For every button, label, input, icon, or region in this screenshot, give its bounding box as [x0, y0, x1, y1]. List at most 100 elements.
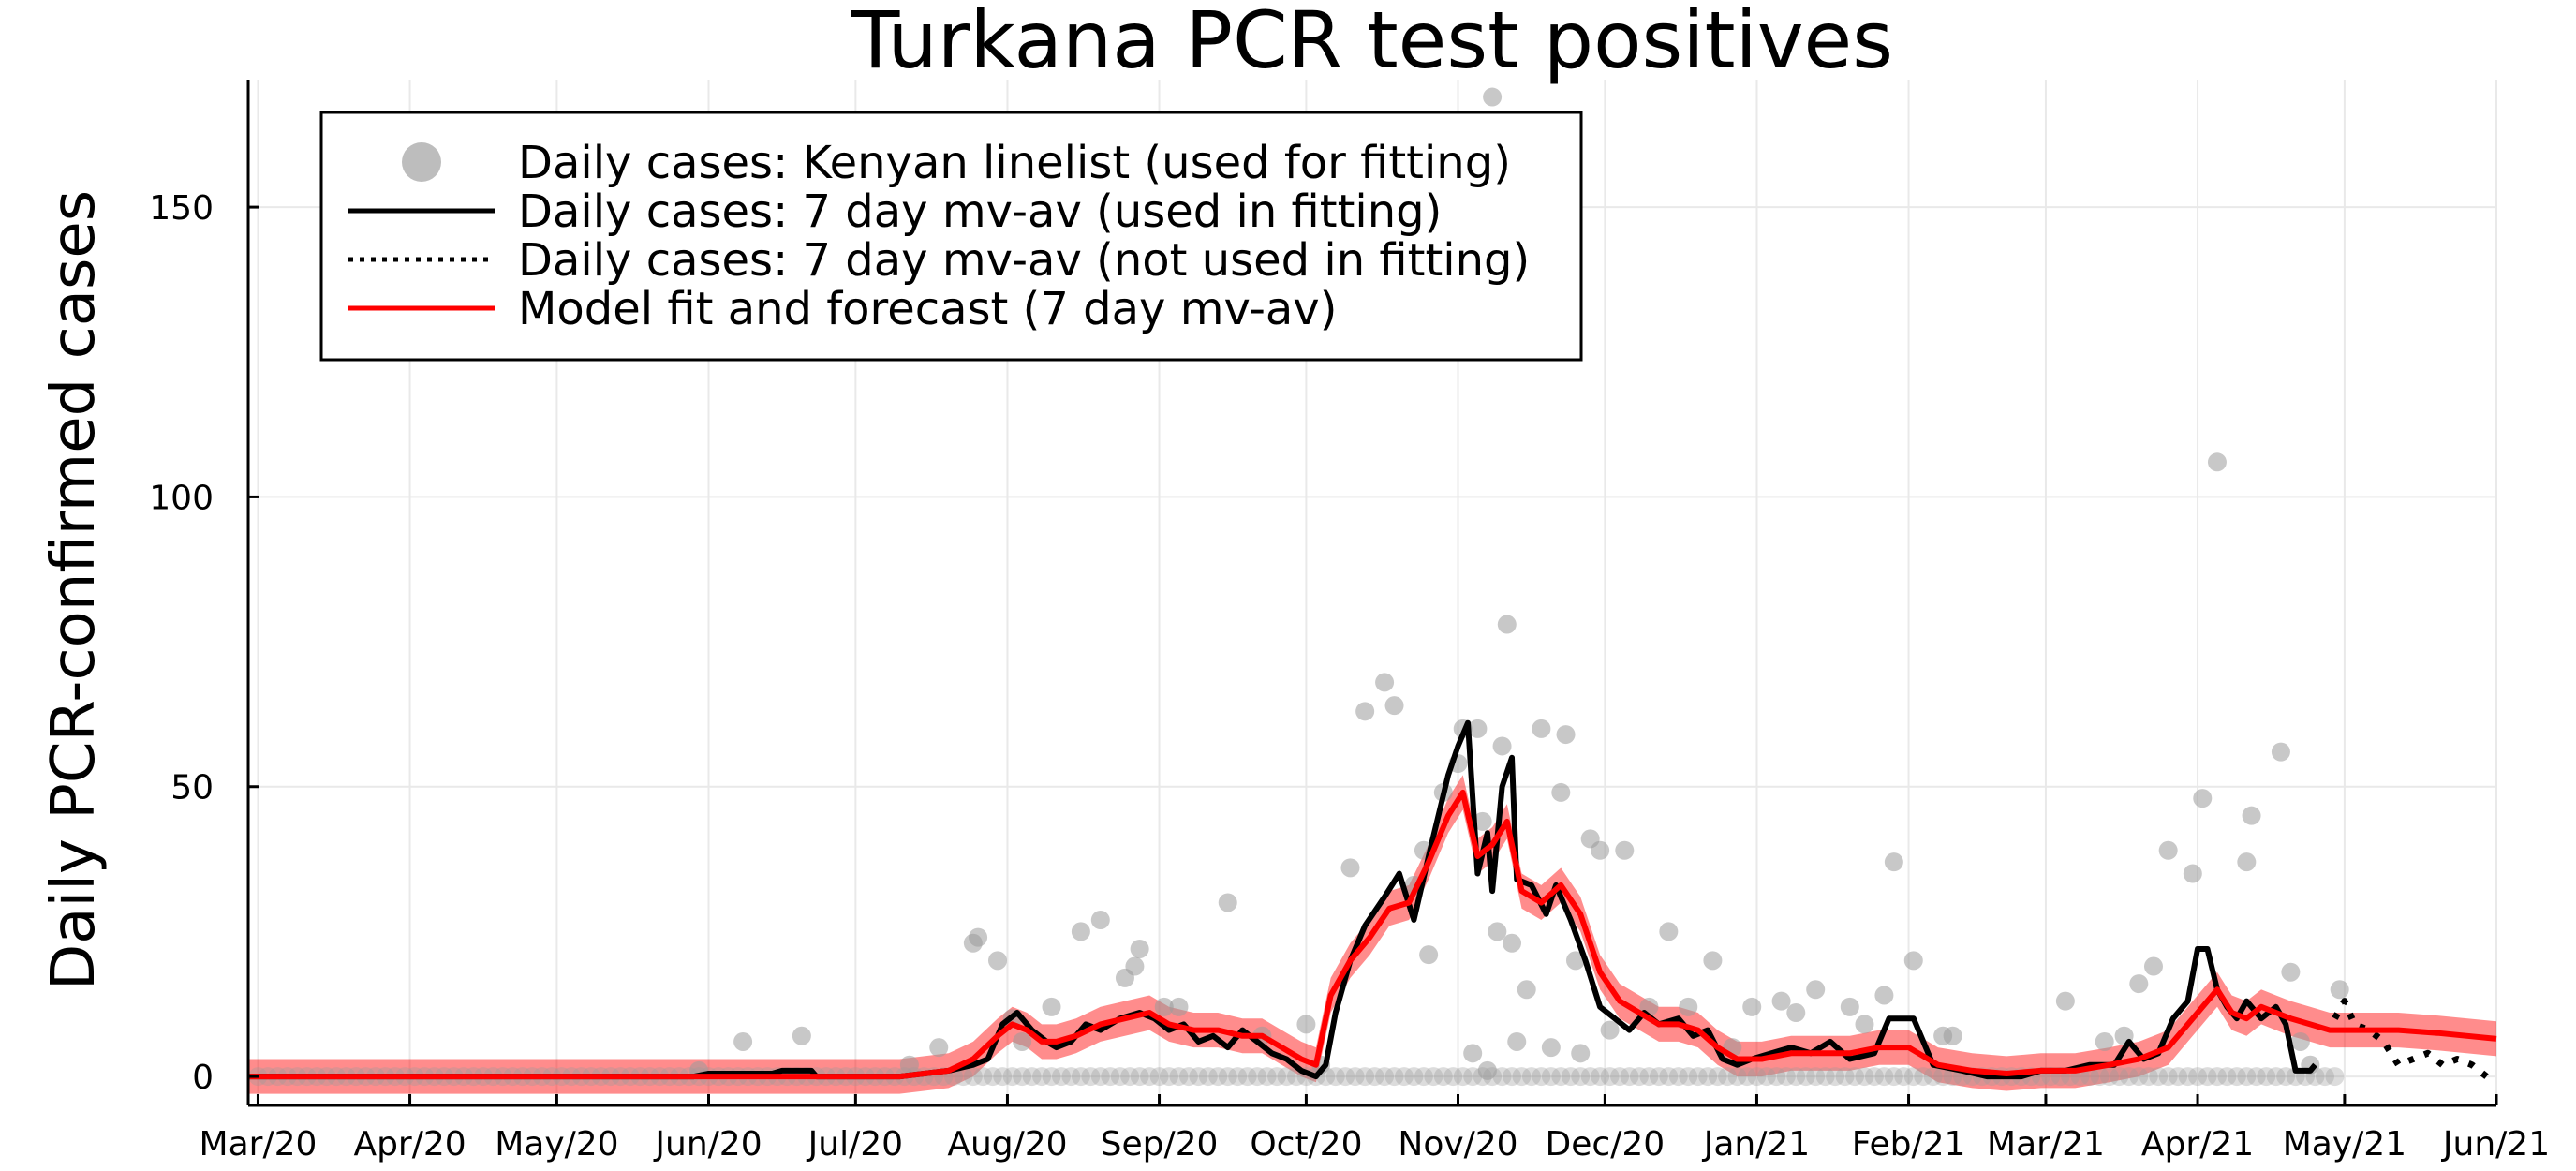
case-point-zero [2119, 1067, 2139, 1087]
case-point-zero [1492, 1067, 1512, 1087]
case-point [1615, 840, 1635, 860]
case-point-zero [1228, 1067, 1248, 1087]
case-point-zero [1189, 1067, 1208, 1087]
case-point-zero [1110, 1067, 1130, 1087]
x-tick-label: Jun/20 [653, 1125, 762, 1164]
case-point-zero [1914, 1067, 1933, 1087]
case-point-zero [2129, 1067, 2149, 1087]
case-point-zero [2237, 1067, 2257, 1087]
case-point [2055, 991, 2075, 1011]
case-point [1786, 1003, 1806, 1023]
y-tick-label: 100 [149, 479, 214, 517]
x-tick-label: May/20 [495, 1125, 618, 1164]
case-point-zero [2276, 1067, 2296, 1087]
case-point [1384, 696, 1404, 716]
model-fit-line [248, 789, 2497, 1080]
case-point [2237, 852, 2257, 872]
case-point [1090, 911, 1110, 930]
case-point-zero [2139, 1067, 2158, 1087]
case-point-zero [2158, 1067, 2178, 1087]
case-point-zero [1620, 1067, 1639, 1087]
case-point [1154, 997, 1174, 1016]
case-point [2095, 1031, 2114, 1051]
case-point [899, 1055, 919, 1075]
case-point-zero [1237, 1067, 1257, 1087]
case-point-zero [1090, 1067, 1110, 1087]
chart-title: Turkana PCR test positives [851, 0, 1893, 86]
case-point [1541, 1038, 1561, 1058]
case-point-zero [1120, 1067, 1140, 1087]
case-point-zero [1688, 1067, 1708, 1087]
case-point [1556, 725, 1576, 745]
mvav-line-used [248, 719, 2317, 1080]
case-point [969, 927, 988, 947]
case-point-zero [973, 1067, 993, 1087]
case-point-zero [1698, 1067, 1718, 1087]
case-point [2242, 806, 2261, 825]
case-point [1503, 933, 1522, 953]
case-point [1532, 719, 1551, 738]
case-point [1013, 1031, 1032, 1051]
case-point [1600, 1020, 1620, 1040]
case-point [2271, 742, 2290, 762]
case-point-zero [963, 1067, 983, 1087]
legend-label-mvav-not-used: Daily cases: 7 day mv-av (not used in fi… [518, 234, 1530, 287]
case-point-zero [2207, 1067, 2227, 1087]
legend-box [319, 111, 1583, 362]
case-point-zero [1738, 1067, 1756, 1087]
case-point-zero [1639, 1067, 1659, 1087]
case-point-zero [2227, 1067, 2246, 1087]
case-point-zero [1521, 1067, 1541, 1087]
x-tick-label: Apr/21 [2141, 1125, 2254, 1164]
case-point-zero [1649, 1067, 1668, 1087]
case-point-zero [1541, 1067, 1561, 1087]
case-point-zero [1169, 1067, 1189, 1087]
case-point-zero [1394, 1067, 1414, 1087]
case-point [1742, 997, 1762, 1016]
case-point-zero [1600, 1067, 1620, 1087]
x-tick-label: Feb/21 [1852, 1125, 1966, 1164]
case-point [1218, 893, 1237, 912]
case-point-zero [1149, 1067, 1169, 1087]
x-tick-label: Jun/21 [2441, 1125, 2550, 1164]
case-point [2129, 974, 2149, 994]
case-point [1488, 922, 1507, 941]
case-point [1943, 1026, 1962, 1045]
case-point [2207, 452, 2227, 472]
case-point-zero [993, 1067, 1013, 1087]
y-tick-label: 150 [149, 189, 214, 228]
case-point-zero [1365, 1067, 1384, 1087]
x-tick-label: Nov/20 [1398, 1125, 1517, 1164]
case-point-zero [2178, 1067, 2198, 1087]
case-point [1679, 997, 1698, 1016]
case-point [1874, 986, 1894, 1005]
case-point-zero [1345, 1067, 1365, 1087]
case-point [1492, 736, 1512, 756]
case-point-zero [2217, 1067, 2237, 1087]
case-point [2281, 962, 2301, 982]
x-tick-label: Dec/20 [1546, 1125, 1666, 1164]
case-point-zero [2149, 1067, 2169, 1087]
case-point [2158, 840, 2178, 860]
case-point-zero [1845, 1067, 1865, 1087]
case-point [2290, 1031, 2310, 1051]
case-point-zero [1101, 1067, 1120, 1087]
case-point [792, 1026, 811, 1045]
case-point-zero [1061, 1067, 1081, 1087]
case-point [1296, 1015, 1316, 1034]
case-point-zero [1140, 1067, 1160, 1087]
x-tick-label: Oct/20 [1250, 1125, 1362, 1164]
case-point [1468, 719, 1488, 738]
case-point [2193, 789, 2213, 808]
case-point [1419, 945, 1439, 965]
case-point-zero [1424, 1067, 1443, 1087]
case-point [1855, 1015, 1874, 1034]
case-point [1659, 922, 1679, 941]
case-point-zero [2099, 1067, 2119, 1087]
case-point-zero [1815, 1067, 1835, 1087]
case-point-zero [1532, 1067, 1551, 1087]
case-point-zero [2246, 1067, 2266, 1087]
case-point-zero [1208, 1067, 1228, 1087]
case-point-zero [1629, 1067, 1649, 1087]
case-point [1375, 673, 1395, 692]
